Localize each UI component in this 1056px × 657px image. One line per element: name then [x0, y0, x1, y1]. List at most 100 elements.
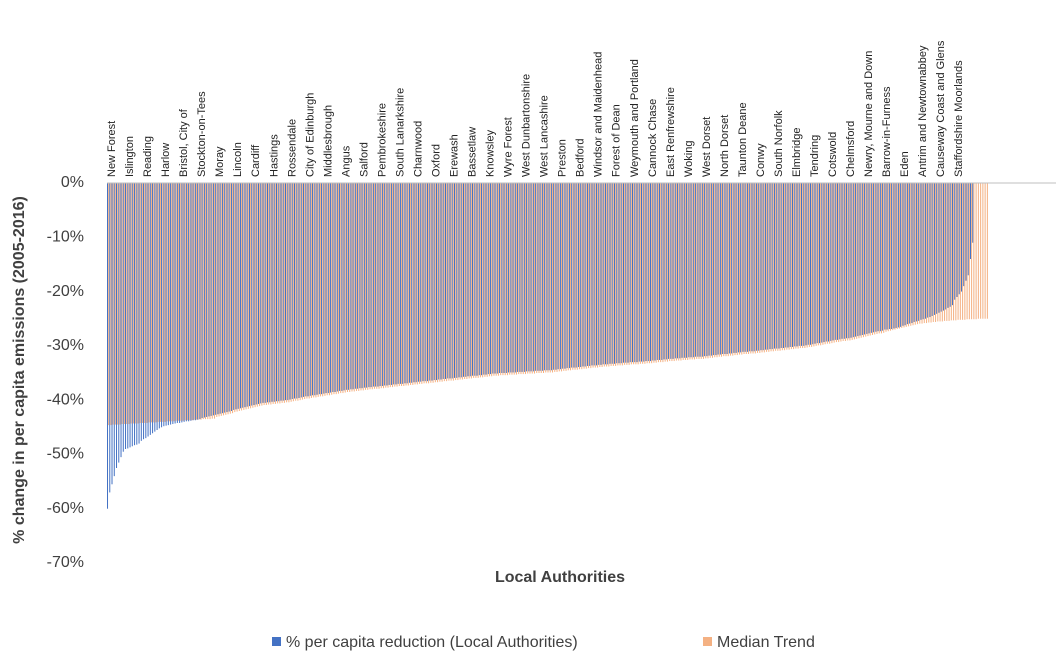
- bar: [360, 183, 362, 391]
- bar: [517, 183, 519, 372]
- bar: [902, 183, 904, 326]
- bar: [158, 183, 160, 429]
- bar: [693, 183, 695, 360]
- bar: [185, 183, 187, 422]
- bar: [711, 183, 713, 358]
- bar: [833, 183, 835, 343]
- bar: [886, 183, 888, 330]
- bar: [875, 183, 877, 332]
- bar: [844, 183, 846, 341]
- x-tick-label: Pembrokeshire: [376, 103, 388, 177]
- bar: [666, 183, 668, 362]
- bar: [837, 183, 839, 340]
- bar: [621, 183, 623, 366]
- bar: [855, 183, 857, 337]
- bar: [469, 183, 471, 377]
- x-tick-label: Cotswold: [827, 132, 839, 177]
- bar: [977, 183, 979, 319]
- bar: [894, 183, 896, 330]
- bar: [223, 183, 225, 416]
- bar: [166, 183, 168, 422]
- bar: [645, 183, 647, 362]
- bar: [121, 183, 123, 425]
- bar: [668, 183, 670, 359]
- bar: [915, 183, 917, 322]
- bar: [254, 183, 256, 408]
- bar: [457, 183, 459, 381]
- bar: [341, 183, 343, 391]
- x-tick-label: Charnwood: [412, 121, 424, 177]
- bar: [627, 183, 629, 363]
- bar: [732, 183, 734, 356]
- x-tick-label: New Forest: [106, 121, 118, 177]
- bar: [447, 183, 449, 379]
- bar: [882, 183, 884, 331]
- x-tick-label: Middlesbrough: [322, 105, 334, 177]
- bar: [696, 183, 698, 359]
- bar: [634, 183, 636, 363]
- bar: [429, 183, 431, 381]
- bar: [199, 183, 201, 420]
- bar: [544, 183, 546, 371]
- bar: [298, 183, 300, 398]
- bar: [262, 183, 264, 403]
- x-tick-label: Preston: [557, 139, 569, 177]
- x-tick-label: Islington: [124, 136, 136, 177]
- bar: [706, 183, 708, 357]
- bar: [644, 183, 646, 364]
- bar: [412, 183, 414, 385]
- bar: [340, 183, 342, 394]
- bar: [225, 183, 227, 415]
- bar: [280, 183, 282, 401]
- bar: [393, 183, 395, 385]
- bar: [475, 183, 477, 378]
- bar: [861, 183, 863, 335]
- bar: [726, 183, 728, 354]
- bar: [283, 183, 285, 403]
- bar: [548, 183, 550, 371]
- bar: [566, 183, 568, 369]
- bar: [343, 183, 345, 391]
- bar: [129, 183, 131, 448]
- bar: [938, 183, 940, 313]
- bar: [157, 183, 159, 422]
- bar: [851, 183, 853, 340]
- bar: [893, 183, 895, 329]
- bar: [790, 183, 792, 350]
- bar: [935, 183, 937, 322]
- bar: [139, 183, 141, 423]
- bar: [325, 183, 327, 394]
- x-tick-label: Causeway Coast and Glens: [935, 40, 947, 177]
- bar: [388, 183, 390, 385]
- bar: [691, 183, 693, 360]
- bar: [173, 183, 175, 422]
- y-tick-label: -40%: [47, 391, 84, 408]
- bar: [252, 183, 254, 408]
- bar: [967, 183, 969, 276]
- bar: [519, 183, 521, 372]
- bar: [207, 183, 209, 420]
- bar: [825, 183, 827, 342]
- bar: [805, 183, 807, 346]
- x-tick-label: Chelmsford: [845, 121, 857, 177]
- bar: [313, 183, 315, 398]
- bar: [244, 183, 246, 408]
- bar: [630, 183, 632, 365]
- bar: [926, 183, 928, 324]
- bar: [403, 183, 405, 387]
- bar: [455, 183, 457, 381]
- bar: [781, 183, 783, 351]
- bar: [823, 183, 825, 343]
- bar: [495, 183, 497, 376]
- x-tick-label: Weymouth and Portland: [629, 59, 641, 177]
- bar: [683, 183, 685, 358]
- legend-label: % per capita reduction (Local Authoritie…: [286, 634, 578, 651]
- bar: [344, 183, 346, 393]
- bar: [109, 183, 111, 493]
- bar: [834, 183, 836, 340]
- bar: [312, 183, 314, 396]
- bar: [502, 183, 504, 376]
- bar: [939, 183, 941, 322]
- bar: [422, 183, 424, 382]
- bar: [479, 183, 481, 378]
